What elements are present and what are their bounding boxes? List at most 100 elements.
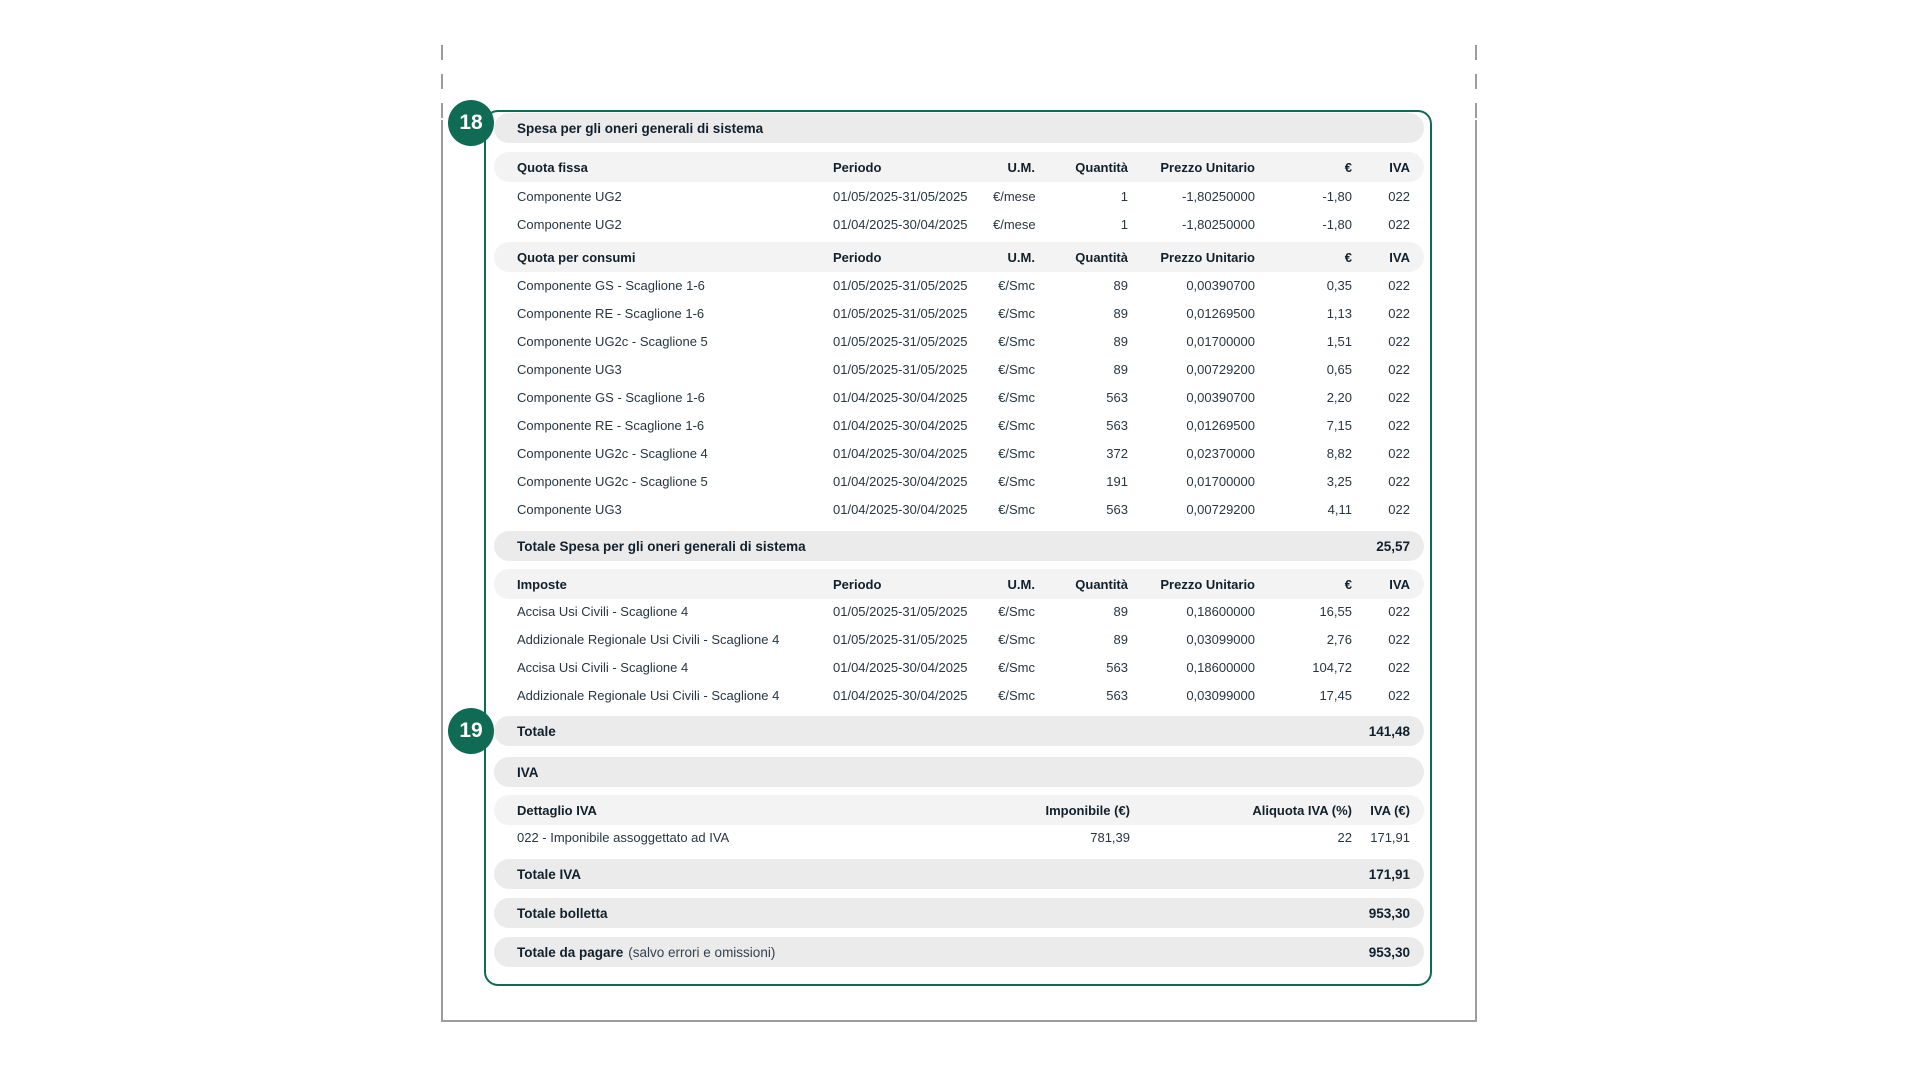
table-row: Componente UG2c - Scaglione 4 01/04/2025… [494,439,1424,467]
row-iva: 022 [1388,417,1410,433]
table-row: Componente UG3 01/04/2025-30/04/2025 €/S… [494,495,1424,523]
row-um: €/Smc [998,501,1035,517]
totale-bolletta-label: Totale bolletta [517,905,608,921]
row-um: €/Smc [998,445,1035,461]
row-quantita: 563 [1106,501,1128,517]
frame-bottom-line [441,1020,1477,1022]
row-iva: 022 [1388,631,1410,647]
section-bar-spesa-oneri: Spesa per gli oneri generali di sistema [494,113,1424,143]
col-um: U.M. [1007,576,1035,592]
row-prezzo: 0,18600000 [1186,603,1255,619]
row-prezzo: -1,80250000 [1181,216,1255,232]
totale-da-pagare-label: Totale da pagare [517,944,624,960]
quota-consumi-header-row: Quota per consumi Periodo U.M. Quantità … [494,242,1424,272]
totale-spesa-value: 25,57 [1376,538,1410,554]
col-iva-euro: IVA (€) [1370,802,1410,818]
row-iva: 171,91 [1370,829,1410,845]
row-desc: Componente RE - Scaglione 1-6 [517,305,705,321]
section-title: Spesa per gli oneri generali di sistema [517,120,764,136]
table-row: Componente GS - Scaglione 1-6 01/05/2025… [494,271,1424,299]
row-um: €/Smc [998,361,1035,377]
col-group-label: Imposte [517,576,567,592]
row-prezzo: 0,00390700 [1186,277,1255,293]
row-quantita: 563 [1106,389,1128,405]
row-euro: 3,25 [1326,473,1352,489]
row-iva: 022 [1388,333,1410,349]
totale-iva-value: 171,91 [1368,866,1410,882]
row-um: €/Smc [998,603,1035,619]
table-row: Componente RE - Scaglione 1-6 01/04/2025… [494,411,1424,439]
col-aliquota-iva: Aliquota IVA (%) [1252,802,1352,818]
row-quantita: 1 [1120,216,1128,232]
frame-right-solid-line [1475,120,1477,1022]
row-desc: Componente UG3 [517,501,622,517]
row-desc: Componente UG3 [517,361,622,377]
row-periodo: 01/04/2025-30/04/2025 [833,473,968,489]
totale-da-pagare-value: 953,30 [1368,944,1410,960]
row-um: €/Smc [998,473,1035,489]
row-periodo: 01/05/2025-31/05/2025 [833,361,968,377]
totale-da-pagare-bar: Totale da pagare (salvo errori e omissio… [494,937,1424,967]
row-prezzo: 0,00390700 [1186,389,1255,405]
row-quantita: 1 [1120,188,1128,204]
row-desc: Addizionale Regionale Usi Civili - Scagl… [517,687,780,703]
row-desc: 022 - Imponibile assoggettato ad IVA [517,829,730,845]
table-row: Addizionale Regionale Usi Civili - Scagl… [494,625,1424,653]
row-um: €/Smc [998,389,1035,405]
totale-bolletta-bar: Totale bolletta 953,30 [494,898,1424,928]
quota-fissa-header-row: Quota fissa Periodo U.M. Quantità Prezzo… [494,152,1424,182]
row-quantita: 563 [1106,659,1128,675]
row-periodo: 01/04/2025-30/04/2025 [833,417,968,433]
row-iva: 022 [1388,277,1410,293]
row-iva: 022 [1388,305,1410,321]
iva-section-bar: IVA [494,757,1424,787]
col-iva: IVA [1389,249,1410,265]
col-um: U.M. [1007,159,1035,175]
bill-detail-card: Spesa per gli oneri generali di sistema … [484,110,1432,986]
row-um: €/Smc [998,687,1035,703]
row-euro: 16,55 [1319,603,1352,619]
table-row: Accisa Usi Civili - Scaglione 4 01/04/20… [494,653,1424,681]
totale-bolletta-value: 953,30 [1368,905,1410,921]
row-euro: 2,20 [1326,389,1352,405]
col-prezzo-unitario: Prezzo Unitario [1160,576,1255,592]
col-group-label: Quota per consumi [517,249,636,265]
row-quantita: 89 [1113,631,1128,647]
frame-left-dashed-line [441,45,443,120]
iva-section-label: IVA [517,764,539,780]
row-prezzo: 0,03099000 [1186,631,1255,647]
row-desc: Componente UG2c - Scaglione 5 [517,473,708,489]
row-prezzo: 0,01700000 [1186,473,1255,489]
row-prezzo: 0,18600000 [1186,659,1255,675]
imposte-header-row: Imposte Periodo U.M. Quantità Prezzo Uni… [494,569,1424,599]
row-desc: Componente GS - Scaglione 1-6 [517,277,705,293]
row-prezzo: 0,02370000 [1186,445,1255,461]
col-quantita: Quantità [1075,249,1128,265]
row-desc: Componente UG2 [517,188,622,204]
row-periodo: 01/05/2025-31/05/2025 [833,631,968,647]
table-row: Componente UG3 01/05/2025-31/05/2025 €/S… [494,355,1424,383]
table-row: Accisa Usi Civili - Scaglione 4 01/05/20… [494,597,1424,625]
row-quantita: 89 [1113,305,1128,321]
col-um: U.M. [1007,249,1035,265]
totale-iva-bar: Totale IVA 171,91 [494,859,1424,889]
row-desc: Addizionale Regionale Usi Civili - Scagl… [517,631,780,647]
table-row: 022 - Imponibile assoggettato ad IVA 781… [494,823,1424,851]
totale-value: 141,48 [1368,723,1410,739]
row-periodo: 01/05/2025-31/05/2025 [833,333,968,349]
row-um: €/Smc [998,333,1035,349]
row-euro: 17,45 [1319,687,1352,703]
col-quantita: Quantità [1075,576,1128,592]
row-euro: 7,15 [1326,417,1352,433]
table-row: Addizionale Regionale Usi Civili - Scagl… [494,681,1424,709]
row-um: €/Smc [998,659,1035,675]
row-iva: 022 [1388,659,1410,675]
col-prezzo-unitario: Prezzo Unitario [1160,159,1255,175]
row-aliquota: 22 [1337,829,1352,845]
row-quantita: 89 [1113,361,1128,377]
row-prezzo: 0,01700000 [1186,333,1255,349]
row-iva: 022 [1388,501,1410,517]
row-euro: 1,13 [1326,305,1352,321]
row-euro: -1,80 [1322,216,1352,232]
